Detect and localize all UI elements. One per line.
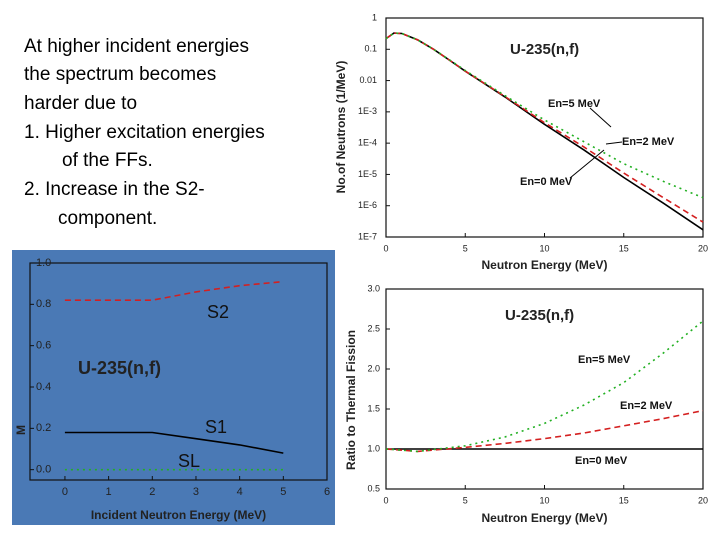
y-tick-label: 0.0 — [36, 464, 51, 476]
chart-title: U-235(n,f) — [78, 358, 161, 378]
x-tick-label: 15 — [619, 495, 629, 505]
arrow — [569, 149, 605, 179]
y-tick-label: 1E-3 — [358, 106, 377, 116]
series-line — [385, 32, 704, 223]
y-axis-label: No.of Neutrons (1/MeV) — [334, 61, 348, 194]
x-tick-label: 0 — [62, 486, 68, 498]
y-tick-label: 0.5 — [367, 483, 380, 493]
chart-title: U-235(n,f) — [510, 41, 579, 58]
y-tick-label: 1.5 — [367, 403, 380, 413]
x-tick-label: 10 — [539, 243, 549, 253]
arrow — [605, 141, 623, 145]
y-tick-label: 0.8 — [36, 298, 51, 310]
text-line: of the FFs. — [62, 150, 153, 171]
series-line — [385, 32, 704, 199]
x-tick-label: 5 — [280, 486, 286, 498]
series-line — [385, 320, 704, 453]
x-axis-label: Neutron Energy (MeV) — [481, 258, 607, 272]
x-tick-label: 0 — [383, 243, 388, 253]
y-tick-label: 0.1 — [364, 44, 377, 54]
x-tick-label: 10 — [539, 495, 549, 505]
y-axis-label: M — [14, 425, 28, 435]
series-label: En=5 MeV — [548, 98, 601, 110]
y-tick-label: 3.0 — [367, 283, 380, 293]
series-line — [385, 32, 704, 231]
series-label: SL — [178, 451, 200, 471]
x-tick-label: 3 — [193, 486, 199, 498]
text-line: component. — [58, 208, 157, 229]
y-axis-label: Ratio to Thermal Fission — [344, 330, 358, 470]
x-tick-label: 20 — [698, 495, 708, 505]
text-line: At higher incident energies — [24, 36, 249, 57]
x-tick-label: 0 — [383, 495, 388, 505]
x-tick-label: 6 — [324, 486, 330, 498]
text-line: harder due to — [24, 93, 137, 114]
arrows — [569, 107, 623, 179]
slide-text: At higher incident energies the spectrum… — [24, 36, 265, 229]
y-tick-label: 1E-5 — [358, 169, 377, 179]
series-label: En=2 MeV — [622, 136, 675, 148]
y-tick-label: 0.01 — [359, 75, 377, 85]
series-line — [385, 409, 704, 453]
series-label: En=0 MeV — [520, 176, 573, 188]
series-label: En=5 MeV — [578, 354, 631, 366]
plot-background — [30, 263, 327, 480]
series-label: S2 — [207, 302, 229, 322]
y-tick-label: 2.5 — [367, 323, 380, 333]
text-line: the spectrum becomes — [24, 64, 216, 85]
text-line: 1. Higher excitation energies — [24, 122, 265, 143]
series-label: S1 — [205, 417, 227, 437]
y-tick-label: 1E-7 — [358, 231, 377, 241]
x-tick-label: 4 — [237, 486, 243, 498]
x-tick-label: 1 — [106, 486, 112, 498]
x-axis-label: Incident Neutron Energy (MeV) — [91, 508, 266, 522]
y-tick-label: 1.0 — [367, 443, 380, 453]
x-tick-label: 5 — [463, 495, 468, 505]
y-tick-label: 2.0 — [367, 363, 380, 373]
y-tick-label: 1E-4 — [358, 138, 377, 148]
series-line — [64, 280, 284, 301]
arrow — [589, 107, 612, 128]
x-axis-label: Neutron Energy (MeV) — [481, 511, 607, 525]
series-label: En=0 MeV — [575, 455, 628, 467]
chart-title: U-235(n,f) — [505, 307, 574, 324]
x-tick-label: 2 — [149, 486, 155, 498]
series-line — [64, 431, 284, 454]
y-tick-label: 1E-6 — [358, 200, 377, 210]
plot-frame — [29, 262, 328, 481]
x-tick-label: 15 — [619, 243, 629, 253]
text-line: 2. Increase in the S2- — [24, 179, 205, 200]
y-tick-label: 1 — [372, 12, 377, 22]
x-tick-label: 20 — [698, 243, 708, 253]
series-label: En=2 MeV — [620, 400, 673, 412]
y-tick-label: 1.0 — [36, 257, 51, 269]
y-tick-label: 0.6 — [36, 340, 51, 352]
y-tick-label: 0.2 — [36, 422, 51, 434]
y-tick-label: 0.4 — [36, 381, 51, 393]
x-tick-label: 5 — [463, 243, 468, 253]
